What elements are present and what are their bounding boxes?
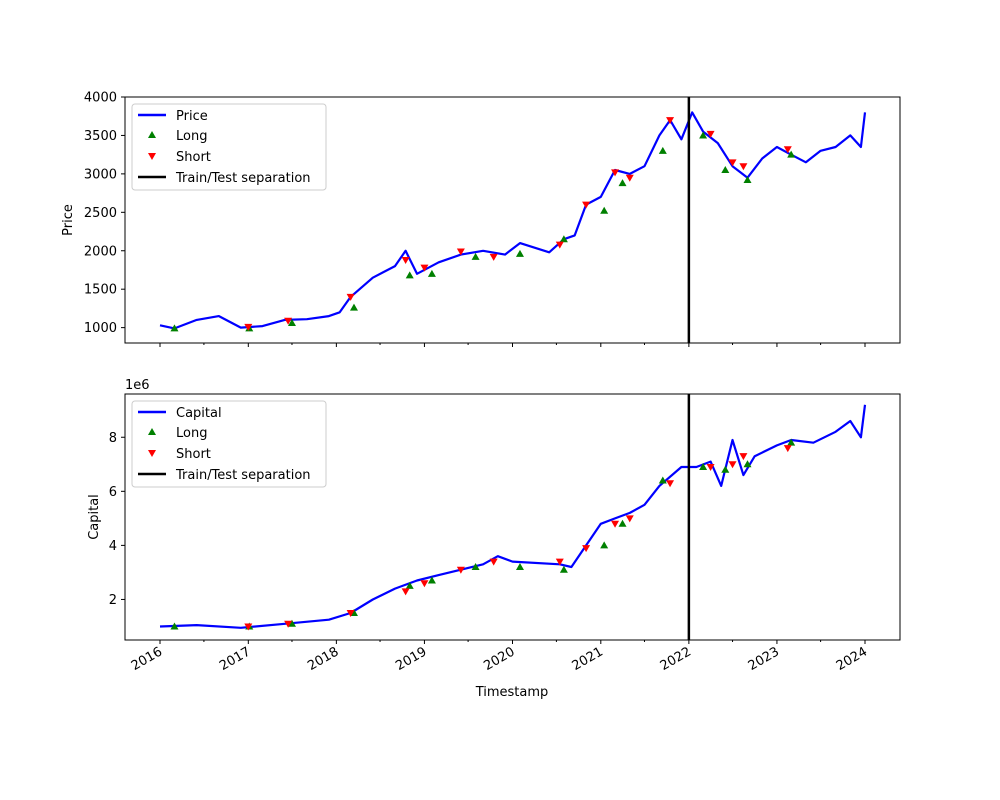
legend-price-label: Price: [176, 109, 208, 124]
long-signal-marker: [699, 131, 708, 139]
short-signal-marker: [244, 323, 253, 331]
legend-long-swatch: [148, 428, 156, 435]
legend-separation-label: Train/Test separation: [175, 468, 311, 483]
long-signal-marker: [600, 206, 609, 214]
legend-capital-label: Capital: [176, 406, 222, 421]
short-signal-marker: [728, 159, 737, 167]
price-legend: Price Long Short Train/Test separation: [131, 103, 327, 191]
price-y-tick-label: 2500: [84, 206, 117, 221]
short-signal-marker: [456, 248, 465, 256]
short-signal-marker: [555, 558, 564, 566]
long-signal-marker: [699, 462, 708, 470]
price-plot-area: [159, 97, 867, 343]
legend-long-label: Long: [176, 129, 207, 144]
long-signal-marker: [787, 150, 796, 158]
legend-separation-label: Train/Test separation: [175, 171, 311, 186]
short-signal-marker: [739, 163, 748, 171]
short-signal-marker: [420, 264, 429, 272]
long-signal-marker: [618, 179, 627, 187]
short-signal-marker: [346, 609, 355, 617]
short-signal-marker: [489, 253, 498, 261]
short-signal-marker: [489, 558, 498, 566]
long-signal-marker: [471, 252, 480, 260]
long-signal-marker: [600, 541, 609, 549]
price-panel: 1000 1500 2000 2500 3000 3500 4000 Price Price…: [61, 91, 901, 347]
short-signal-marker: [284, 620, 293, 628]
short-signal-marker: [346, 293, 355, 301]
price-y-axis-label: Price: [61, 204, 76, 236]
price-ticks: 1000 1500 2000 2500 3000 3500 4000: [84, 91, 866, 347]
short-signal-marker: [625, 174, 634, 182]
legend-long-swatch: [148, 131, 156, 138]
capital-y-axis-label: Capital: [87, 494, 102, 540]
long-signal-marker: [427, 576, 436, 584]
short-signal-marker: [582, 545, 591, 553]
price-y-tick-label: 1500: [84, 283, 117, 298]
long-signal-marker: [349, 303, 358, 311]
short-signal-marker: [555, 241, 564, 249]
capital-axes-frame: [124, 393, 901, 641]
price-y-tick-label: 3000: [84, 167, 117, 182]
short-signal-marker: [739, 453, 748, 461]
legend-long-label: Long: [176, 426, 207, 441]
long-signal-marker: [170, 324, 179, 332]
long-signal-marker: [170, 622, 179, 630]
capital-plot-area: [159, 394, 867, 640]
short-signal-marker: [666, 117, 675, 125]
capital-series-line: [159, 404, 867, 629]
price-y-tick-label: 1000: [84, 321, 117, 336]
short-signal-marker: [420, 580, 429, 588]
short-signal-marker: [611, 520, 620, 528]
short-signal-marker: [456, 566, 465, 574]
short-signal-marker: [706, 463, 715, 471]
short-signal-marker: [401, 256, 410, 264]
short-signal-marker: [783, 445, 792, 453]
x-axis-label: Timestamp: [475, 685, 549, 700]
short-signal-marker: [783, 146, 792, 154]
long-signal-marker: [471, 563, 480, 571]
long-signal-marker: [618, 519, 627, 527]
price-series-line: [159, 111, 867, 330]
long-signal-marker: [721, 465, 730, 473]
long-signal-marker: [658, 476, 667, 484]
short-signal-marker: [244, 623, 253, 631]
long-signal-marker: [287, 619, 296, 627]
short-signal-marker: [728, 461, 737, 469]
legend-short-swatch: [148, 450, 156, 457]
short-signal-marker: [401, 588, 410, 596]
capital-legend: Capital Long Short Train/Test separation: [131, 400, 327, 488]
legend-short-label: Short: [176, 447, 211, 462]
price-y-tick-label: 2000: [84, 244, 117, 259]
capital-offset-label: 1e6: [125, 378, 150, 393]
price-axes-frame: [124, 96, 901, 344]
legend-short-label: Short: [176, 150, 211, 165]
short-signal-marker: [706, 130, 715, 138]
long-signal-marker: [743, 460, 752, 468]
capital-y-tick-label: 2: [109, 593, 117, 608]
short-signal-marker: [666, 480, 675, 488]
capital-y-tick-label: 6: [109, 485, 117, 500]
long-signal-marker: [515, 249, 524, 257]
long-signal-marker: [427, 269, 436, 277]
short-signal-marker: [611, 169, 620, 177]
long-signal-marker: [515, 563, 524, 571]
capital-y-tick-label: 4: [109, 539, 117, 554]
long-signal-marker: [787, 438, 796, 446]
long-signal-marker: [658, 146, 667, 154]
long-signal-marker: [743, 176, 752, 184]
legend-short-swatch: [148, 153, 156, 160]
short-signal-marker: [284, 317, 293, 325]
long-signal-marker: [721, 166, 730, 174]
capital-y-tick-label: 8: [109, 431, 117, 446]
long-signal-marker: [405, 271, 414, 279]
price-y-tick-label: 3500: [84, 129, 117, 144]
price-y-tick-label: 4000: [84, 91, 117, 106]
long-signal-marker: [287, 319, 296, 327]
long-signal-marker: [559, 235, 568, 243]
short-signal-marker: [582, 201, 591, 209]
long-signal-marker: [559, 565, 568, 573]
long-signal-marker: [405, 581, 414, 589]
short-signal-marker: [625, 515, 634, 523]
